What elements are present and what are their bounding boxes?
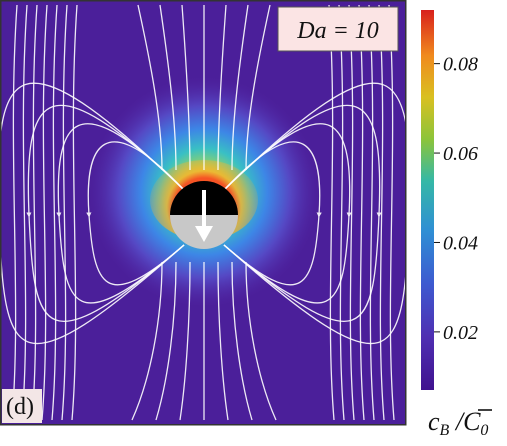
colorbar-label-main: c bbox=[428, 407, 440, 436]
parameter-box: Da = 10 bbox=[277, 6, 399, 52]
colorbar-label-sub1: B bbox=[440, 422, 450, 439]
janus-particle bbox=[170, 181, 238, 249]
streamline bbox=[11, 4, 18, 421]
streamline bbox=[131, 261, 163, 421]
streamline bbox=[217, 4, 227, 171]
panel-label: (d) bbox=[2, 389, 42, 423]
streamline bbox=[56, 123, 185, 304]
streamline bbox=[388, 4, 395, 421]
streamline bbox=[223, 141, 322, 286]
streamline bbox=[71, 4, 78, 421]
colorbar-tick-label: 0.02 bbox=[443, 322, 478, 344]
plot-border bbox=[0, 0, 407, 426]
streamline bbox=[368, 4, 375, 421]
streamlines bbox=[0, 4, 406, 421]
colorbar-label-sep: / bbox=[449, 407, 466, 436]
streamline bbox=[137, 4, 163, 171]
streamline bbox=[358, 4, 365, 421]
streamline bbox=[231, 4, 249, 171]
colorbar-gradient bbox=[421, 10, 434, 390]
colorbar: 0.08 0.06 0.04 0.02 cB /C0 bbox=[421, 10, 492, 439]
colorbar-tick-label: 0.08 bbox=[443, 54, 478, 76]
streamline bbox=[181, 4, 191, 171]
parameter-label: Da = 10 bbox=[296, 18, 379, 44]
direction-arrow-icon bbox=[195, 226, 213, 242]
colorbar-ticks: 0.08 0.06 0.04 0.02 bbox=[434, 54, 478, 344]
streamline bbox=[223, 104, 382, 322]
colorbar-label-over: C bbox=[463, 407, 481, 436]
streamline bbox=[217, 261, 229, 421]
streamline bbox=[231, 261, 253, 421]
colorbar-label-sub2: 0 bbox=[480, 422, 488, 439]
colorbar-tick-label: 0.06 bbox=[443, 143, 478, 165]
streamline bbox=[51, 4, 58, 421]
streamline bbox=[223, 123, 352, 304]
streamline bbox=[179, 261, 191, 421]
streamline bbox=[26, 104, 185, 322]
streamline bbox=[245, 261, 277, 421]
streamline bbox=[21, 4, 28, 421]
streamline bbox=[86, 141, 185, 286]
streamline bbox=[159, 4, 177, 171]
panel-label-text: (d) bbox=[6, 394, 34, 420]
panel-label-frame bbox=[2, 389, 42, 423]
streamline bbox=[155, 261, 177, 421]
streamline bbox=[338, 4, 345, 421]
streamline bbox=[328, 4, 335, 421]
streamline bbox=[61, 4, 68, 421]
streamline bbox=[348, 4, 355, 421]
colorbar-tick-label: 0.04 bbox=[443, 232, 478, 254]
streamline bbox=[223, 82, 406, 345]
streamline bbox=[245, 4, 271, 171]
colorbar-label: cB /C0 bbox=[428, 407, 488, 439]
streamline bbox=[31, 4, 38, 421]
parameter-box-frame bbox=[277, 6, 399, 52]
streamline bbox=[41, 4, 48, 421]
streamline bbox=[378, 4, 385, 421]
